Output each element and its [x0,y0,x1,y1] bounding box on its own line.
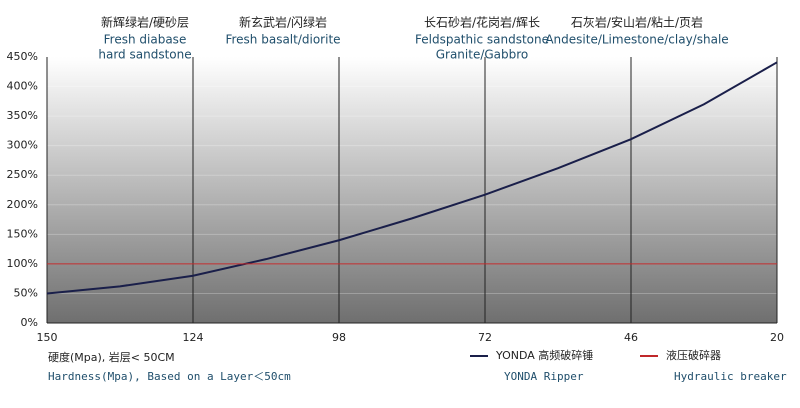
annotation-en: Fresh diabase [104,33,187,47]
y-tick-label: 0% [21,316,38,329]
annotation-zh: 新辉绿岩/硬砂层 [101,15,189,30]
annotation-en: hard sandstone [98,48,191,62]
y-tick-label: 250% [7,168,38,181]
x-tick-label: 98 [332,331,346,344]
x-tick-label: 20 [770,331,784,344]
legend-label-en: Hydraulic breaker [674,370,787,383]
legend-label: 液压破碎器 [666,348,721,362]
legend-label: YONDA 高频破碎锤 [495,348,593,362]
annotation-en: Feldspathic sandstone [415,33,549,47]
y-tick-label: 450% [7,50,38,63]
x-tick-label: 150 [37,331,58,344]
y-tick-label: 200% [7,198,38,211]
y-tick-label: 300% [7,139,38,152]
series-line [46,61,778,295]
annotation-zh: 石灰岩/安山岩/粘土/页岩 [571,15,703,30]
y-tick-label: 350% [7,109,38,122]
annotation-en: Andesite/Limestone/clay/shale [545,33,728,47]
y-tick-label: 100% [7,257,38,270]
legend-label-en: YONDA Ripper [504,370,584,383]
y-tick-label: 400% [7,80,38,93]
y-tick-label: 150% [7,227,38,240]
annotation-zh: 长石砂岩/花岗岩/辉长 [424,15,540,30]
x-tick-label: 72 [478,331,492,344]
plot-background [47,57,777,323]
annotation-en: Fresh basalt/diorite [225,33,340,47]
x-tick-label: 46 [624,331,638,344]
x-tick-label: 124 [183,331,204,344]
annotation-zh: 新玄武岩/闪绿岩 [239,15,327,30]
x-axis-label-en: Hardness(Mpa), Based on a Layer＜50cm [48,370,291,383]
annotation-en: Granite/Gabbro [436,48,529,62]
y-tick-label: 50% [14,286,38,299]
x-axis-label: 硬度(Mpa), 岩层< 50CM [48,350,175,364]
